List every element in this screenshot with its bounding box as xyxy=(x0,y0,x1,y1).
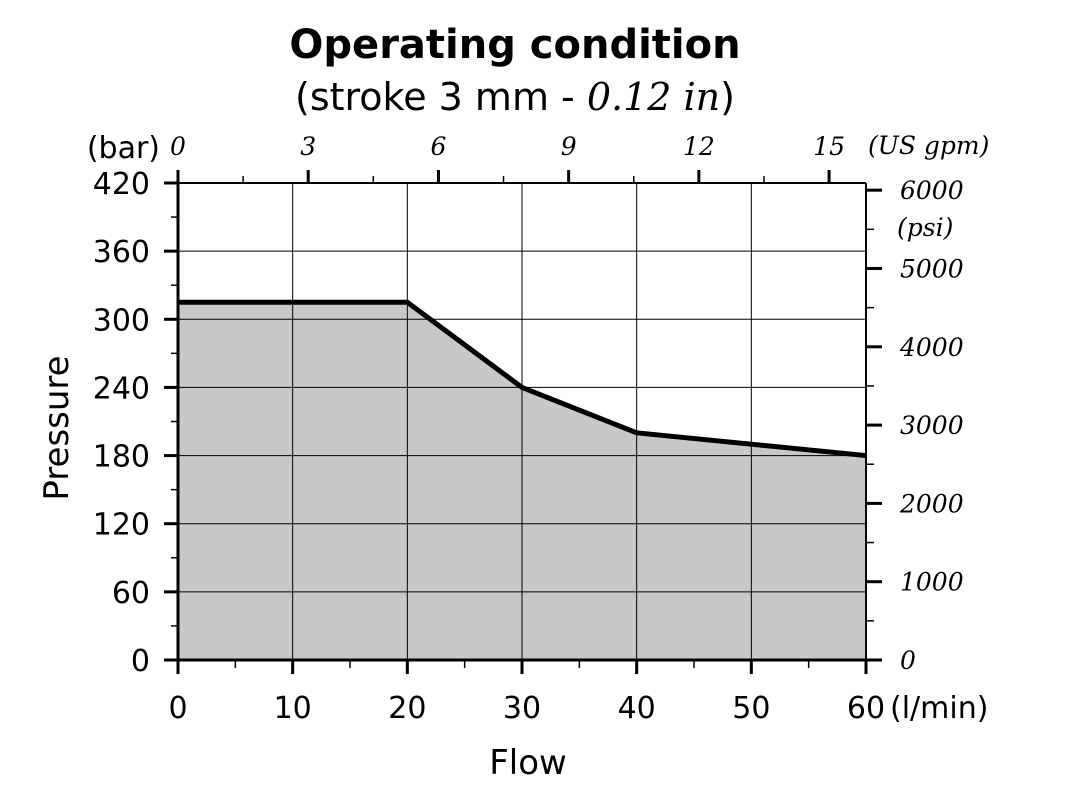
x-tick-label: 40 xyxy=(618,691,656,726)
chart-subtitle: (stroke 3 mm - 0.12 in) xyxy=(295,75,735,119)
y2-tick-label: 0 xyxy=(900,646,916,675)
x-tick-label: 0 xyxy=(168,691,187,726)
x2-tick-label: 3 xyxy=(300,132,316,161)
x2-tick-label: 0 xyxy=(170,132,186,161)
subtitle-close: ) xyxy=(720,75,735,119)
x2-tick-label: 6 xyxy=(430,132,446,161)
subtitle-alt-unit: 0.12 in xyxy=(587,75,720,119)
y-tick-label: 360 xyxy=(93,235,150,270)
y-tick-label: 240 xyxy=(93,371,150,406)
x2-axis-unit: (US gpm) xyxy=(868,131,989,160)
x2-tick-label: 12 xyxy=(683,132,715,161)
x-axis-unit: (l/min) xyxy=(890,691,988,726)
operating-line xyxy=(178,299,867,459)
y-axis-unit: (bar) xyxy=(87,131,160,166)
y2-tick-label: 5000 xyxy=(900,254,964,283)
y2-tick-label: 6000 xyxy=(900,176,964,205)
x-tick-label: 50 xyxy=(732,691,770,726)
x2-tick-label: 9 xyxy=(561,132,577,161)
y-tick-label: 300 xyxy=(93,303,150,338)
y2-tick-label: 4000 xyxy=(899,333,964,362)
plot-axes-layer xyxy=(164,170,882,674)
y-tick-label: 420 xyxy=(93,167,150,202)
y-axis-title: Pressure xyxy=(37,355,77,500)
y-tick-label: 0 xyxy=(131,644,150,679)
chart-title: Operating condition xyxy=(289,22,740,68)
x-tick-label: 30 xyxy=(503,691,541,726)
y2-tick-label: 2000 xyxy=(899,489,964,518)
plot-line-layer xyxy=(178,299,867,459)
y-tick-label: 180 xyxy=(93,440,150,475)
x-tick-label: 20 xyxy=(388,691,426,726)
subtitle-main: (stroke 3 mm - xyxy=(295,75,587,119)
y2-tick-label: 3000 xyxy=(900,411,964,440)
x2-tick-label: 15 xyxy=(813,132,845,161)
y-tick-label: 60 xyxy=(112,576,150,611)
y-tick-label: 120 xyxy=(93,508,150,543)
y2-tick-label: 1000 xyxy=(900,568,964,597)
x-tick-label: 10 xyxy=(274,691,312,726)
y2-axis-unit: (psi) xyxy=(897,213,953,242)
x-axis-title: Flow xyxy=(489,743,567,783)
x-tick-label: 60 xyxy=(847,691,885,726)
